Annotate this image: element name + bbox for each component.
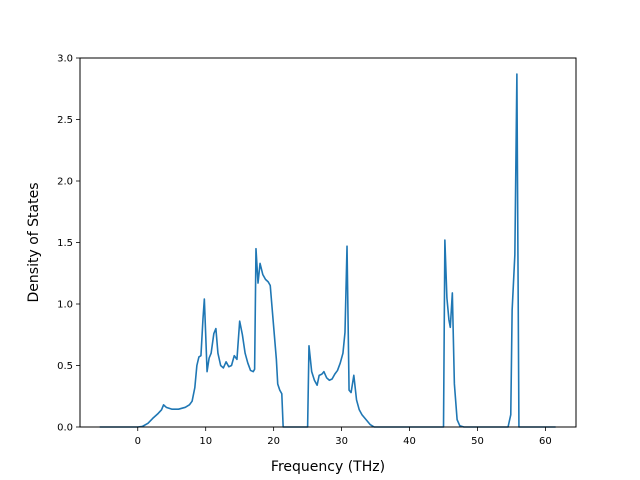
x-tick-label: 60 (539, 436, 552, 447)
y-tick-label: 1.5 (57, 238, 73, 249)
x-tick-label: 20 (267, 436, 280, 447)
y-axis-ticks: 0.0 0.5 1.0 1.5 2.0 2.5 3.0 (57, 54, 80, 434)
x-tick-label: 10 (199, 436, 212, 447)
x-tick-label: 30 (335, 436, 348, 447)
y-tick-label: 2.5 (57, 115, 73, 126)
x-axis-label: Frequency (THz) (271, 459, 385, 475)
x-axis-ticks: 0 10 20 30 40 50 60 (135, 427, 552, 447)
axes-frame (79, 57, 577, 428)
plot-area (99, 73, 556, 428)
y-axis-label: Density of States (26, 183, 42, 303)
x-tick-label: 0 (135, 436, 141, 447)
y-tick-label: 2.0 (57, 177, 73, 188)
y-tick-label: 1.0 (57, 300, 73, 311)
y-tick-label: 0.5 (57, 361, 73, 372)
x-tick-label: 50 (471, 436, 484, 447)
y-tick-label: 3.0 (57, 54, 73, 65)
dos-series-line-0 (99, 73, 556, 428)
x-tick-label: 40 (403, 436, 416, 447)
y-tick-label: 0.0 (57, 423, 73, 434)
